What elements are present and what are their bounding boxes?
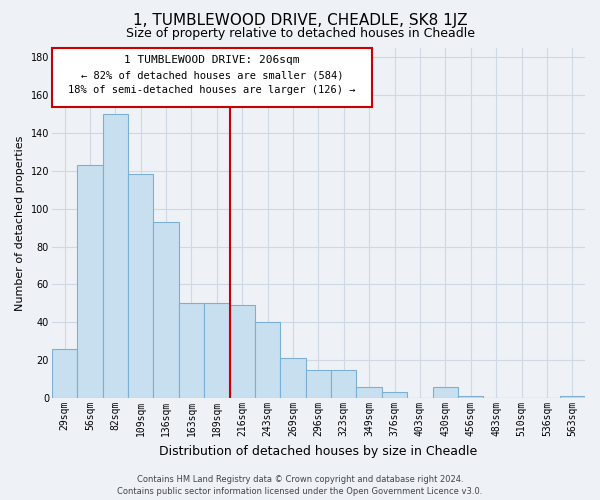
Text: Size of property relative to detached houses in Cheadle: Size of property relative to detached ho… xyxy=(125,28,475,40)
Text: ← 82% of detached houses are smaller (584): ← 82% of detached houses are smaller (58… xyxy=(80,70,343,81)
Bar xyxy=(331,370,356,398)
Bar xyxy=(433,387,458,398)
Bar xyxy=(458,396,484,398)
Y-axis label: Number of detached properties: Number of detached properties xyxy=(15,135,25,310)
Bar xyxy=(128,174,154,398)
Bar xyxy=(154,222,179,398)
Text: 1 TUMBLEWOOD DRIVE: 206sqm: 1 TUMBLEWOOD DRIVE: 206sqm xyxy=(124,54,299,64)
FancyBboxPatch shape xyxy=(52,48,372,107)
Text: Contains public sector information licensed under the Open Government Licence v3: Contains public sector information licen… xyxy=(118,487,482,496)
Bar xyxy=(52,349,77,398)
Bar xyxy=(306,370,331,398)
Bar xyxy=(179,304,204,398)
Bar xyxy=(77,165,103,398)
Text: 18% of semi-detached houses are larger (126) →: 18% of semi-detached houses are larger (… xyxy=(68,86,356,96)
Bar xyxy=(230,306,255,398)
Bar xyxy=(356,387,382,398)
Bar xyxy=(204,304,230,398)
Bar xyxy=(560,396,585,398)
Bar xyxy=(280,358,306,398)
Bar xyxy=(382,392,407,398)
Text: Contains HM Land Registry data © Crown copyright and database right 2024.: Contains HM Land Registry data © Crown c… xyxy=(137,475,463,484)
Bar xyxy=(103,114,128,398)
Bar xyxy=(255,322,280,398)
X-axis label: Distribution of detached houses by size in Cheadle: Distribution of detached houses by size … xyxy=(159,444,478,458)
Text: 1, TUMBLEWOOD DRIVE, CHEADLE, SK8 1JZ: 1, TUMBLEWOOD DRIVE, CHEADLE, SK8 1JZ xyxy=(133,12,467,28)
